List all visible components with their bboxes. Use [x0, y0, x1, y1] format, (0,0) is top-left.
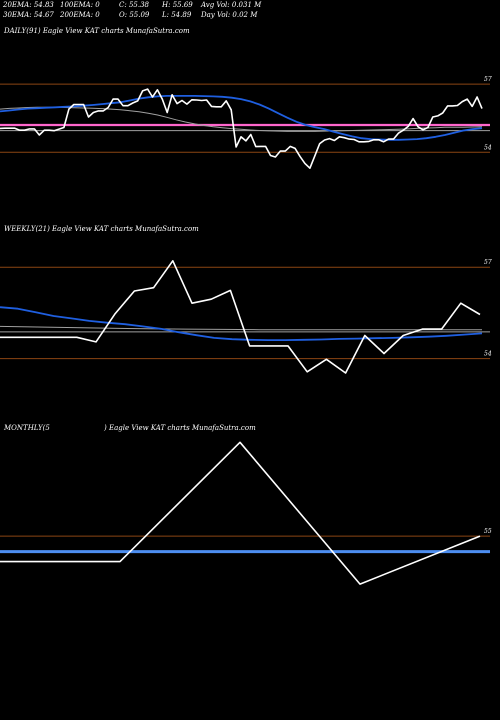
weekly-ema-slow-line: [0, 325, 482, 331]
daily-title: DAILY(91) Eagle View KAT charts MunafaSu…: [3, 27, 190, 35]
daily-price-line: [0, 88, 483, 169]
daily-ytick-57: 57: [484, 76, 492, 83]
weekly-price-line: [0, 259, 481, 374]
header-ema100: 100EMA: 0: [60, 1, 100, 9]
header-open: O: 55.09: [119, 11, 150, 19]
header-low: L: 54.89: [162, 11, 192, 19]
daily-ema-fast-line: [0, 95, 483, 141]
header-ema30: 30EMA: 54.67: [3, 11, 54, 19]
monthly-ytick-55: 55: [484, 528, 492, 535]
daily-ema-slow-line: [0, 106, 483, 132]
header-avg-vol: Avg Vol: 0.031 M: [201, 1, 262, 9]
weekly-ema-fast-line: [0, 306, 483, 342]
header-high: H: 55.69: [162, 1, 193, 9]
monthly-title: MONTHLY(5: [3, 424, 50, 432]
header-close: C: 55.38: [119, 1, 149, 9]
header-ema20: 20EMA: 54.83: [3, 1, 54, 9]
monthly-price-line: [0, 441, 481, 585]
header-day-vol: Day Vol: 0.02 M: [201, 11, 258, 19]
monthly-title-suffix: ) Eagle View KAT charts MunafaSutra.com: [103, 424, 256, 432]
daily-ytick-54: 54: [484, 144, 492, 151]
weekly-title: WEEKLY(21) Eagle View KAT charts MunafaS…: [4, 225, 199, 233]
weekly-ytick-57: 57: [484, 259, 492, 266]
header-ema200: 200EMA: 0: [60, 11, 100, 19]
weekly-ytick-54: 54: [484, 351, 492, 358]
